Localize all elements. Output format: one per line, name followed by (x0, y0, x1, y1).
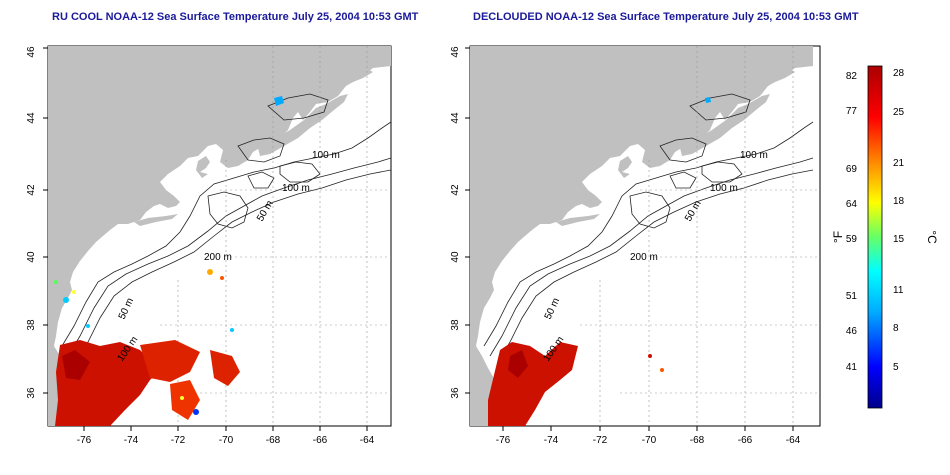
contour-label: 100 m (710, 183, 738, 194)
right-x-tick: -76 (496, 435, 511, 446)
right-y-axis: 36 38 40 42 44 46 (450, 46, 470, 399)
colorbar-c-tick: 25 (893, 107, 905, 118)
right-y-tick: 40 (450, 251, 461, 263)
colorbar-gradient (867, 65, 883, 409)
left-x-tick: -66 (313, 435, 328, 446)
colorbar-c-tick: 18 (893, 196, 905, 207)
right-x-tick: -68 (690, 435, 705, 446)
right-x-axis: -76 -74 -72 -70 -68 -66 -64 (496, 426, 801, 446)
left-y-tick: 42 (26, 184, 37, 196)
colorbar: 82 77 69 64 59 51 46 41 28 25 21 18 15 1… (831, 65, 939, 409)
right-y-tick: 36 (450, 387, 461, 399)
contour-label: 200 m (204, 252, 232, 263)
colorbar-fahrenheit-labels: 82 77 69 64 59 51 46 41 (846, 71, 858, 373)
left-map-title: RU COOL NOAA-12 Sea Surface Temperature … (52, 11, 419, 23)
right-y-tick: 44 (450, 112, 461, 124)
right-x-tick: -74 (544, 435, 559, 446)
left-map: -76 -74 -72 -70 -68 -66 -64 36 38 40 42 … (26, 45, 392, 446)
left-x-tick: -70 (219, 435, 234, 446)
colorbar-f-tick: 59 (846, 234, 858, 245)
right-y-tick: 46 (450, 46, 461, 58)
right-map-grid (580, 46, 820, 426)
right-y-tick: 42 (450, 184, 461, 196)
right-x-tick: -66 (738, 435, 753, 446)
contour-label: 100 m (312, 150, 340, 161)
right-map: -76 -74 -72 -70 -68 -66 -64 36 38 40 42 … (450, 45, 821, 446)
right-x-tick: -70 (642, 435, 657, 446)
colorbar-c-tick: 28 (893, 68, 905, 79)
colorbar-c-tick: 8 (893, 323, 899, 334)
colorbar-c-tick: 11 (893, 285, 904, 296)
right-x-tick: -64 (786, 435, 801, 446)
left-sst-patches (54, 96, 284, 426)
left-y-tick: 40 (26, 251, 37, 263)
right-map-title: DECLOUDED NOAA-12 Sea Surface Temperatur… (473, 11, 859, 23)
left-y-tick: 46 (26, 46, 37, 58)
colorbar-c-tick: 21 (893, 158, 905, 169)
left-y-tick: 36 (26, 387, 37, 399)
colorbar-f-tick: 46 (846, 326, 858, 337)
colorbar-f-tick: 51 (846, 291, 858, 302)
right-x-tick: -72 (593, 435, 608, 446)
colorbar-c-tick: 5 (893, 362, 899, 373)
left-x-tick: -72 (171, 435, 186, 446)
colorbar-c-tick: 15 (893, 234, 905, 245)
left-x-tick: -64 (360, 435, 375, 446)
colorbar-f-tick: 64 (846, 199, 858, 210)
right-y-tick: 38 (450, 319, 461, 331)
right-sst-patches (488, 97, 711, 426)
colorbar-f-tick: 69 (846, 164, 858, 175)
left-x-tick: -74 (124, 435, 139, 446)
left-x-tick: -76 (77, 435, 92, 446)
colorbar-f-tick: 82 (846, 71, 858, 82)
colorbar-f-tick: 77 (846, 106, 858, 117)
left-y-tick: 44 (26, 112, 37, 124)
left-x-tick: -68 (266, 435, 281, 446)
colorbar-unit-c: °C (925, 230, 939, 244)
left-y-axis: 36 38 40 42 44 46 (26, 46, 48, 399)
colorbar-unit-f: °F (831, 231, 845, 243)
left-y-tick: 38 (26, 319, 37, 331)
contour-label: 100 m (282, 183, 310, 194)
colorbar-f-tick: 41 (846, 362, 858, 373)
left-x-axis: -76 -74 -72 -70 -68 -66 -64 (77, 426, 375, 446)
contour-label: 100 m (740, 150, 768, 161)
colorbar-celsius-labels: 28 25 21 18 15 11 8 5 (893, 68, 905, 373)
contour-label: 200 m (630, 252, 658, 263)
